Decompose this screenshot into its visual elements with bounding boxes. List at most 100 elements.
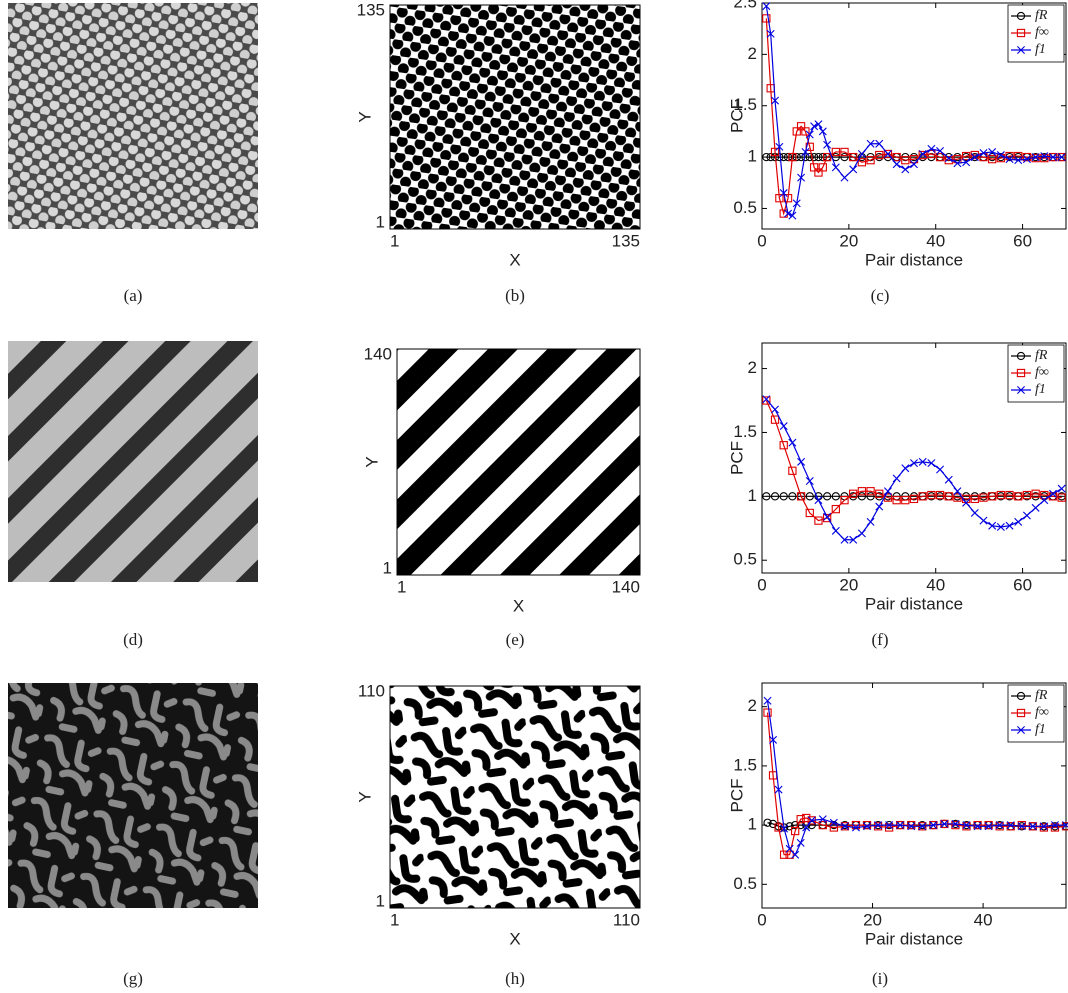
marker [1031,153,1040,162]
marker [791,850,800,859]
marker [883,149,893,159]
marker [944,475,953,484]
marker [792,199,801,208]
y-tick-label: 1.5 [733,422,757,441]
marker [762,152,771,162]
marker [805,477,814,485]
legend-label: f1 [1035,382,1046,397]
photo [8,3,258,229]
marker [851,823,860,832]
marker [851,820,861,830]
marker [866,492,875,501]
marker [857,492,867,501]
marker [762,396,771,405]
marker [775,194,784,203]
marker [823,140,832,149]
marker [1031,489,1040,498]
marker [763,696,772,705]
marker [935,490,945,500]
marker [883,487,892,496]
marker [779,441,788,450]
marker [779,492,788,501]
marker [770,492,780,501]
marker [805,508,814,518]
marker [779,850,789,859]
x-tick-label: 140 [612,577,640,596]
legend-marker [1016,368,1026,378]
marker [910,459,918,468]
y-axis-label: PCF [727,779,746,813]
marker [1005,490,1014,500]
marker [883,150,892,158]
marker [840,535,849,544]
y-tick-label: 110 [358,681,385,700]
marker [936,465,945,474]
series-line [765,18,1062,216]
binary-image [397,349,640,575]
marker [896,821,905,830]
axes-box [389,685,641,909]
marker [885,821,894,830]
legend-marker [1017,46,1025,54]
y-tick-label: 0.5 [733,198,757,217]
y-tick-label: 2 [748,358,757,377]
marker [818,163,827,172]
marker [766,29,775,38]
marker [927,144,936,153]
marker [995,822,1004,831]
marker [951,820,960,830]
marker [907,822,916,831]
y-tick-label: 1 [748,147,757,166]
marker [849,489,858,498]
x-axis-label: X [509,250,520,269]
y-axis-label: Y [355,111,374,122]
marker [766,152,775,162]
axes-box [761,682,1067,909]
marker [1022,490,1032,500]
photo [8,683,258,908]
marker [849,165,858,174]
series-line [766,700,1066,856]
marker [775,142,784,151]
marker [822,152,832,162]
marker [979,148,988,157]
marker [1039,823,1049,832]
marker [801,147,810,156]
x-axis-label: Pair distance [865,594,963,613]
marker [953,487,962,496]
marker [1022,511,1031,520]
marker [910,160,918,169]
marker [770,147,780,157]
marker [831,163,840,172]
legend-marker [1016,351,1026,361]
marker [805,130,814,139]
marker [988,154,997,164]
legend-marker [1016,28,1026,38]
y-tick-label: 1.5 [733,95,757,114]
marker [771,405,780,414]
marker [1022,155,1031,164]
marker [791,820,800,830]
y-tick-label: 135 [357,0,385,19]
x-tick-label: 40 [926,231,945,250]
marker [801,127,810,136]
marker [962,821,971,830]
marker [953,493,962,502]
marker [936,146,945,155]
marker [927,149,936,159]
marker [892,474,901,483]
marker [996,490,1006,500]
marker [788,211,797,220]
marker [763,708,772,717]
marker [1031,503,1040,512]
marker [892,496,901,505]
y-tick-label: 1 [748,486,757,505]
marker [849,152,858,162]
marker [984,820,993,830]
marker [1006,821,1015,830]
marker [988,521,997,530]
marker [918,492,927,501]
marker [901,464,910,473]
